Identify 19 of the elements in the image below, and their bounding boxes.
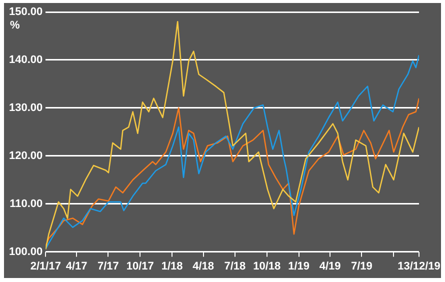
x-tick-label: 10/17 [126,260,154,272]
x-tick-label: 4/17 [66,260,88,272]
x-tick-label: 13/12/19 [398,260,440,272]
y-tick-label: 100.00 [8,246,43,258]
y-tick-label: 110.00 [10,198,43,210]
x-tick-label: 4/19 [319,260,341,272]
y-tick-label: 130.00 [8,102,43,114]
x-tick-label: 7/17 [97,260,119,272]
x-tick-label: 1/19 [288,260,310,272]
x-tick-label: 7/19 [350,260,372,272]
x-tick-label: 2/1/17 [30,260,61,272]
x-tick-label: 1/18 [161,260,183,272]
y-axis-title: % [10,20,20,32]
y-tick-label: 140.00 [8,54,43,66]
y-tick-label: 120.00 [8,150,43,162]
x-tick-label: 10/18 [253,260,281,272]
y-tick-label: 150.00 [8,6,43,18]
x-tick-label: 7/18 [224,260,246,272]
x-tick-label: 4/18 [192,260,214,272]
